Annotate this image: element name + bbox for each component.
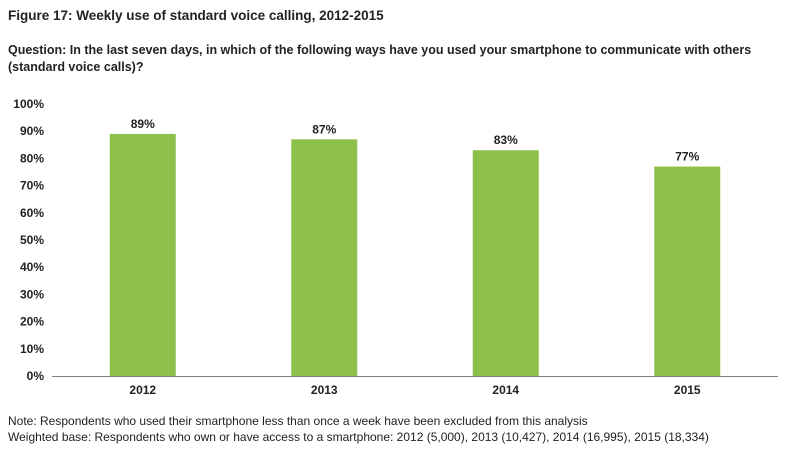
bar-chart: 0% 10% 20% 30% 40% 50% 60% 70% 80% 90% 100% 89% 87%… [13,97,778,397]
bars [109,133,721,376]
footnote: Note: Respondents who used their smartph… [8,414,588,428]
value-label-2014: 83% [494,133,518,147]
y-axis-tick-labels: 0% 10% 20% 30% 40% 50% 60% 70% 80% 90% 100% [13,97,44,383]
x-tick-label-2015: 2015 [674,383,701,397]
bar-2013 [291,139,358,376]
value-label-2013: 87% [312,122,336,136]
bar-2014 [472,150,539,376]
bar-2012 [109,133,176,376]
y-tick-label: 90% [20,124,44,138]
x-tick-label-2012: 2012 [129,383,156,397]
y-tick-label: 70% [20,179,44,193]
x-axis-tick-labels: 2012 2013 2014 2015 [129,383,701,397]
y-tick-label: 60% [20,206,44,220]
y-tick-label: 10% [20,342,44,356]
survey-question: Question: In the last seven days, in whi… [8,43,752,74]
y-tick-label: 0% [27,369,45,383]
value-label-2015: 77% [675,150,699,164]
y-tick-label: 20% [20,315,44,329]
x-tick-label-2013: 2013 [311,383,338,397]
y-tick-label: 30% [20,287,44,301]
bar-2015 [654,166,721,376]
x-tick-label-2014: 2014 [492,383,519,397]
y-tick-label: 50% [20,233,44,247]
figure-title: Figure 17: Weekly use of standard voice … [8,8,384,23]
y-tick-label: 100% [13,97,44,111]
value-labels: 89% 87% 83% 77% [131,117,700,164]
y-tick-label: 80% [20,151,44,165]
footer-notes: Note: Respondents who used their smartph… [8,413,798,445]
value-label-2012: 89% [131,117,155,131]
y-tick-label: 40% [20,260,44,274]
weighted-base-note: Weighted base: Respondents who own or ha… [8,430,709,444]
